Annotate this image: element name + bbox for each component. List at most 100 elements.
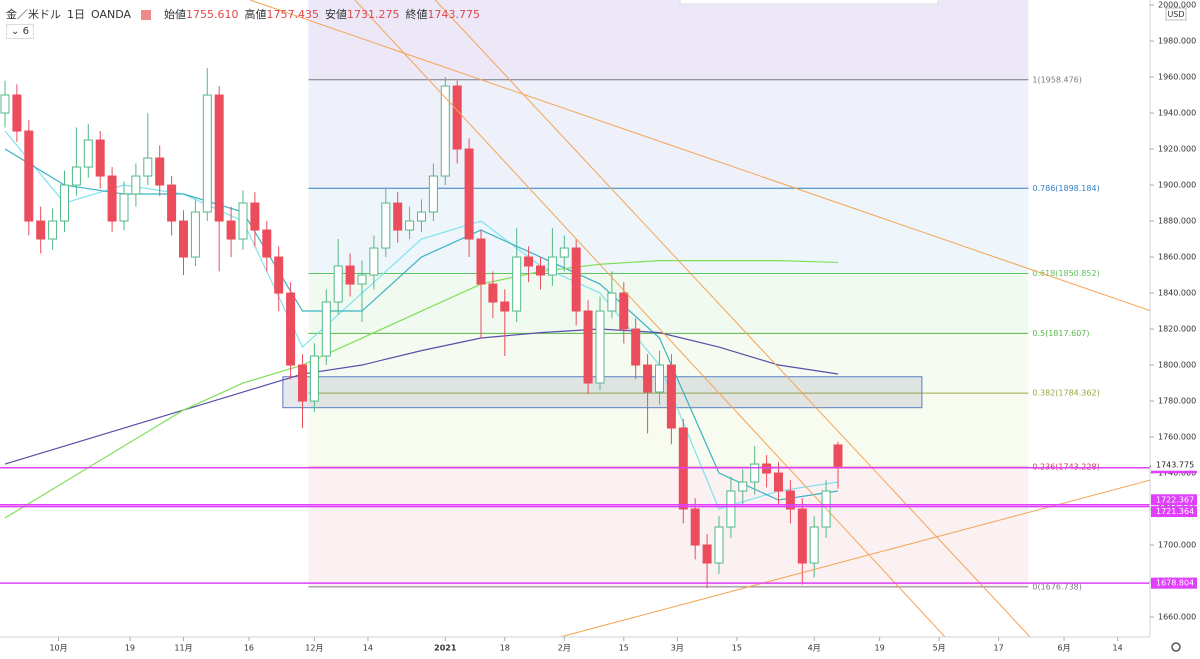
- y-tick-label: 2000.000: [1158, 1, 1196, 10]
- y-tick-label: 1660.000: [1158, 613, 1196, 622]
- candle-body: [178, 220, 188, 258]
- indicator-toggle[interactable]: ⌄ 6: [6, 24, 34, 39]
- fib-label: 0.382(1784.362): [1032, 389, 1099, 398]
- candle-body: [512, 256, 522, 312]
- ohlc-label: 高値: [244, 8, 267, 21]
- candle-body: [773, 472, 783, 492]
- candle-body: [714, 526, 724, 564]
- candle-body: [535, 265, 545, 276]
- candle-body: [83, 139, 93, 168]
- ohlc-value: 1755.610: [186, 8, 239, 21]
- last-price-bg: [1151, 459, 1197, 471]
- candle-body: [643, 364, 653, 393]
- candle-body: [226, 220, 236, 240]
- candle-body: [452, 85, 462, 150]
- candle-body: [95, 139, 105, 177]
- fib-top-fill: [308, 0, 1029, 80]
- x-tick-label: 10月: [49, 644, 67, 653]
- flag: [140, 10, 151, 20]
- price-label: 1722.367: [1156, 495, 1194, 504]
- x-tick-label: 2021: [434, 644, 457, 653]
- x-tick-label: 16: [244, 644, 254, 653]
- candle-body: [238, 202, 248, 240]
- candle-body: [524, 256, 534, 267]
- currency-box[interactable]: [1165, 7, 1187, 21]
- x-tick-label: 11月: [174, 644, 192, 653]
- candle-body: [0, 94, 10, 114]
- candle-body: [619, 292, 629, 330]
- candle-body: [464, 148, 474, 240]
- y-tick-label: 1820.000: [1158, 325, 1196, 334]
- candle-body: [357, 274, 367, 285]
- price-label: 1721.364: [1156, 507, 1194, 516]
- interval: 1日: [67, 8, 85, 21]
- candle-body: [500, 301, 510, 312]
- candle-body: [250, 202, 260, 231]
- fib-label: 1(1958.476): [1032, 75, 1082, 84]
- fib-band: [308, 188, 1029, 274]
- candle-body: [297, 364, 307, 402]
- candle-body: [690, 508, 700, 546]
- candle-body: [666, 364, 676, 429]
- ohlc-value: 1731.275: [347, 8, 400, 21]
- ohlc: 始値1755.610 高値1757.435 安値1731.275 終値1743.775: [164, 8, 486, 21]
- x-tick-label: 19: [875, 644, 885, 653]
- candle-body: [428, 175, 438, 213]
- candle-body: [286, 292, 296, 366]
- candle-body: [155, 157, 165, 186]
- moving-average: [4, 148, 839, 501]
- candle-body: [345, 265, 355, 285]
- price-label-bg: [1151, 506, 1197, 518]
- price-label: 1678.804: [1156, 579, 1194, 588]
- toolbar[interactable]: [679, 0, 939, 5]
- moving-average: [4, 328, 839, 465]
- candle-body: [24, 130, 34, 222]
- x-tick-label: 19: [125, 644, 135, 653]
- ohlc-label: 始値: [164, 8, 187, 21]
- fib-label: 0(1676.738): [1032, 582, 1082, 591]
- settings-icon[interactable]: [1171, 642, 1181, 652]
- candle-body: [583, 310, 593, 384]
- candle-body: [726, 490, 736, 528]
- moving-average: [4, 130, 839, 510]
- x-tick-label: 15: [732, 644, 742, 653]
- y-tick-label: 1960.000: [1158, 73, 1196, 82]
- candle-body: [393, 202, 403, 231]
- candle-body: [702, 544, 712, 564]
- x-tick-label: 6月: [1058, 644, 1071, 653]
- indicator: 6: [22, 26, 29, 37]
- fib-band: [308, 467, 1029, 587]
- candle-body: [59, 184, 69, 222]
- ohlc-value: 1743.775: [427, 8, 481, 21]
- candle-body: [12, 94, 22, 132]
- last-price-label: 1743.775: [1156, 461, 1194, 470]
- trendline: [249, 0, 1150, 311]
- candle-body: [190, 211, 200, 258]
- y-tick-label: 1840.000: [1158, 289, 1196, 298]
- candle-body: [607, 292, 617, 312]
- candle-body: [71, 166, 81, 186]
- y-tick-label: 1880.000: [1158, 217, 1196, 226]
- x-tick-label: 14: [1113, 644, 1123, 653]
- candle-body: [107, 175, 117, 222]
- x-tick-label: 5月: [933, 644, 946, 653]
- y-tick-label: 1940.000: [1158, 109, 1196, 118]
- price-label-bg: [1151, 494, 1197, 506]
- plot: 1(1958.476) 0.786(1898.184) 0.618(1850.852…: [0, 0, 1150, 638]
- candle-body: [559, 247, 569, 258]
- x-tick-label: 4月: [808, 644, 821, 653]
- fib-label: 0.618(1850.852): [1032, 269, 1099, 278]
- candle-body: [571, 247, 581, 312]
- fib-band: [308, 79, 1029, 189]
- y-tick-label: 1780.000: [1158, 397, 1196, 406]
- candle-body: [321, 301, 331, 357]
- candle-body: [167, 184, 177, 222]
- candle-body: [785, 490, 795, 510]
- candle-body: [381, 202, 391, 249]
- x-tick-label: 12月: [305, 644, 323, 653]
- candle-body: [119, 193, 129, 222]
- candle-body: [654, 364, 664, 393]
- candle-body: [333, 265, 343, 303]
- candle-body: [750, 463, 760, 483]
- y-tick-label: 1920.000: [1158, 145, 1196, 154]
